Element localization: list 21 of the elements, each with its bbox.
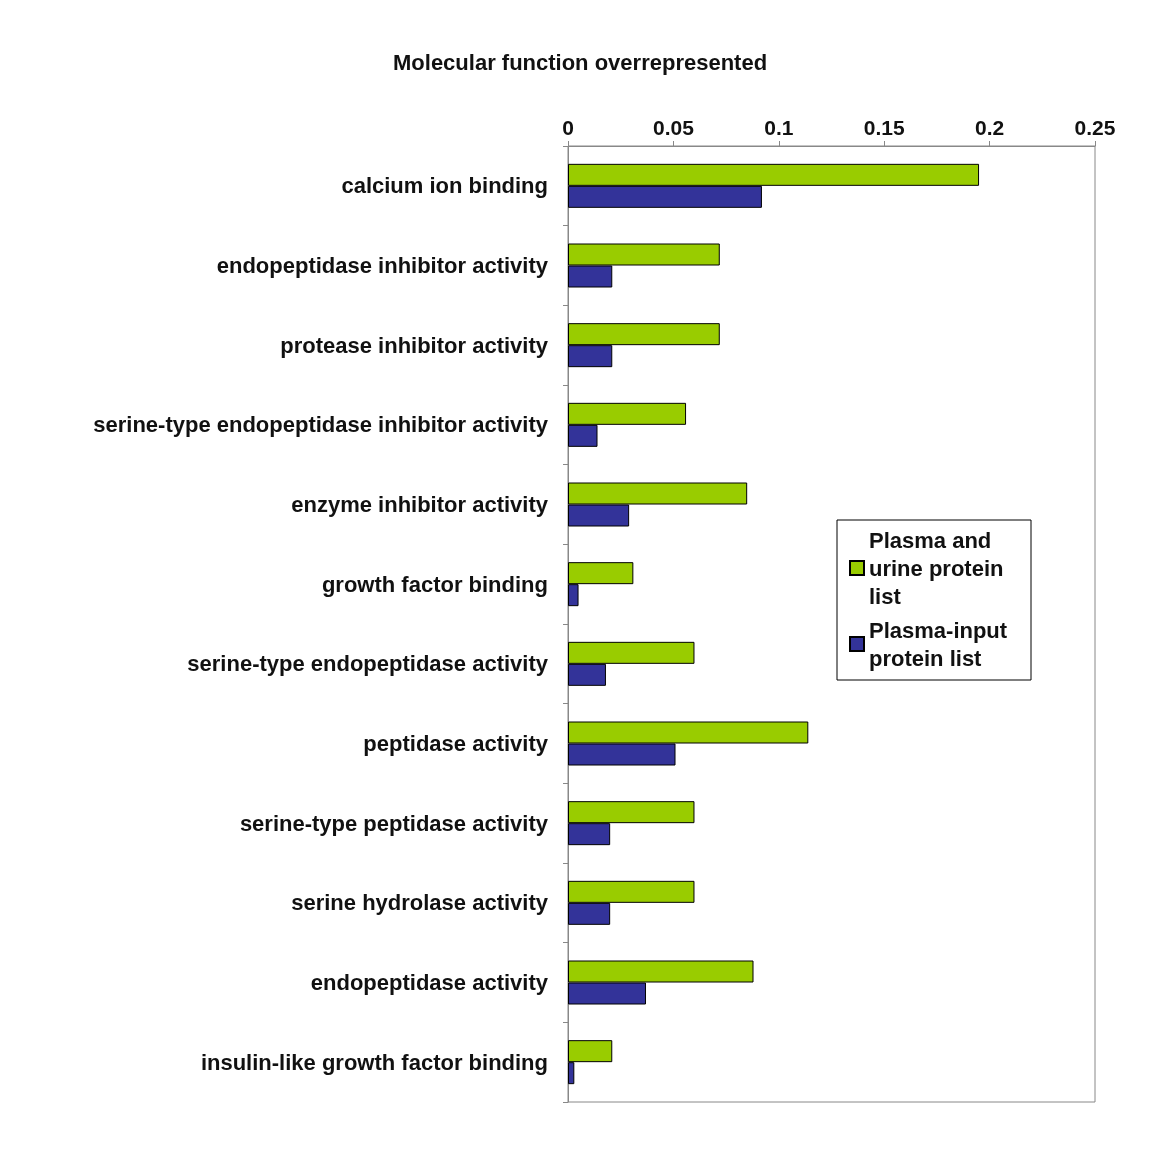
y-tick-label: enzyme inhibitor activity — [291, 492, 549, 517]
y-tick-label: endopeptidase inhibitor activity — [216, 253, 549, 278]
x-tick-label: 0.15 — [863, 116, 905, 139]
x-tick-label: 0.05 — [652, 116, 695, 139]
legend-label: Plasma-input protein list — [869, 617, 1014, 671]
y-tick-label: serine-type endopeptidase inhibitor activity — [93, 412, 549, 438]
y-tick-label: peptidase activity — [363, 731, 549, 756]
x-tick-label: 0.25 — [1074, 116, 1116, 139]
y-tick-label: serine-type endopeptidase activity — [187, 651, 549, 677]
y-tick-label: endopeptidase activity — [310, 970, 549, 995]
x-tick-label: 0.2 — [975, 116, 1005, 139]
x-tick-label: 0.1 — [764, 116, 794, 139]
x-tick-label: 0 — [562, 116, 574, 139]
y-tick-label: serine-type peptidase activity — [239, 810, 549, 836]
legend-label: Plasma and urine protein list — [869, 527, 1010, 609]
y-tick-label: growth factor binding — [321, 571, 548, 597]
y-tick-label: protease inhibitor activity — [280, 332, 549, 358]
y-tick-label: calcium ion binding — [341, 173, 548, 199]
y-tick-label: serine hydrolase activity — [291, 890, 549, 916]
y-tick-label: insulin-like growth factor binding — [200, 1049, 548, 1075]
chart-title: Molecular function overrepresented — [393, 49, 768, 75]
